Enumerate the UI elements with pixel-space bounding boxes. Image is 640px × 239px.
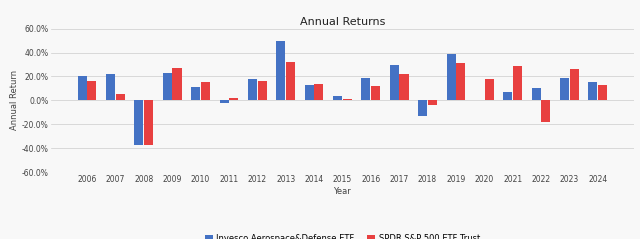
Bar: [428, 100, 437, 105]
Bar: [342, 99, 352, 100]
Bar: [503, 92, 513, 100]
X-axis label: Year: Year: [333, 187, 351, 196]
Bar: [144, 100, 153, 145]
Legend: Invesco Aerospace&Defense ETF, SPDR S&P 500 ETF Trust: Invesco Aerospace&Defense ETF, SPDR S&P …: [202, 231, 483, 239]
Title: Annual Returns: Annual Returns: [300, 16, 385, 27]
Bar: [418, 100, 428, 116]
Bar: [532, 88, 541, 100]
Y-axis label: Annual Return: Annual Return: [10, 70, 19, 130]
Bar: [314, 84, 323, 100]
Bar: [172, 68, 182, 100]
Bar: [116, 94, 125, 100]
Bar: [570, 69, 579, 100]
Bar: [286, 62, 295, 100]
Bar: [560, 78, 569, 100]
Bar: [220, 100, 228, 103]
Bar: [201, 82, 210, 100]
Bar: [513, 66, 522, 100]
Bar: [305, 85, 314, 100]
Bar: [77, 76, 87, 100]
Bar: [257, 81, 267, 100]
Bar: [371, 86, 380, 100]
Bar: [87, 81, 97, 100]
Bar: [229, 98, 238, 100]
Bar: [106, 74, 115, 100]
Bar: [163, 73, 172, 100]
Bar: [399, 74, 408, 100]
Bar: [541, 100, 550, 122]
Bar: [484, 79, 493, 100]
Bar: [362, 78, 371, 100]
Bar: [191, 87, 200, 100]
Bar: [333, 96, 342, 100]
Bar: [456, 63, 465, 100]
Bar: [276, 41, 285, 100]
Bar: [447, 54, 456, 100]
Bar: [134, 100, 143, 145]
Bar: [588, 82, 598, 100]
Bar: [598, 85, 607, 100]
Bar: [248, 79, 257, 100]
Bar: [390, 65, 399, 100]
